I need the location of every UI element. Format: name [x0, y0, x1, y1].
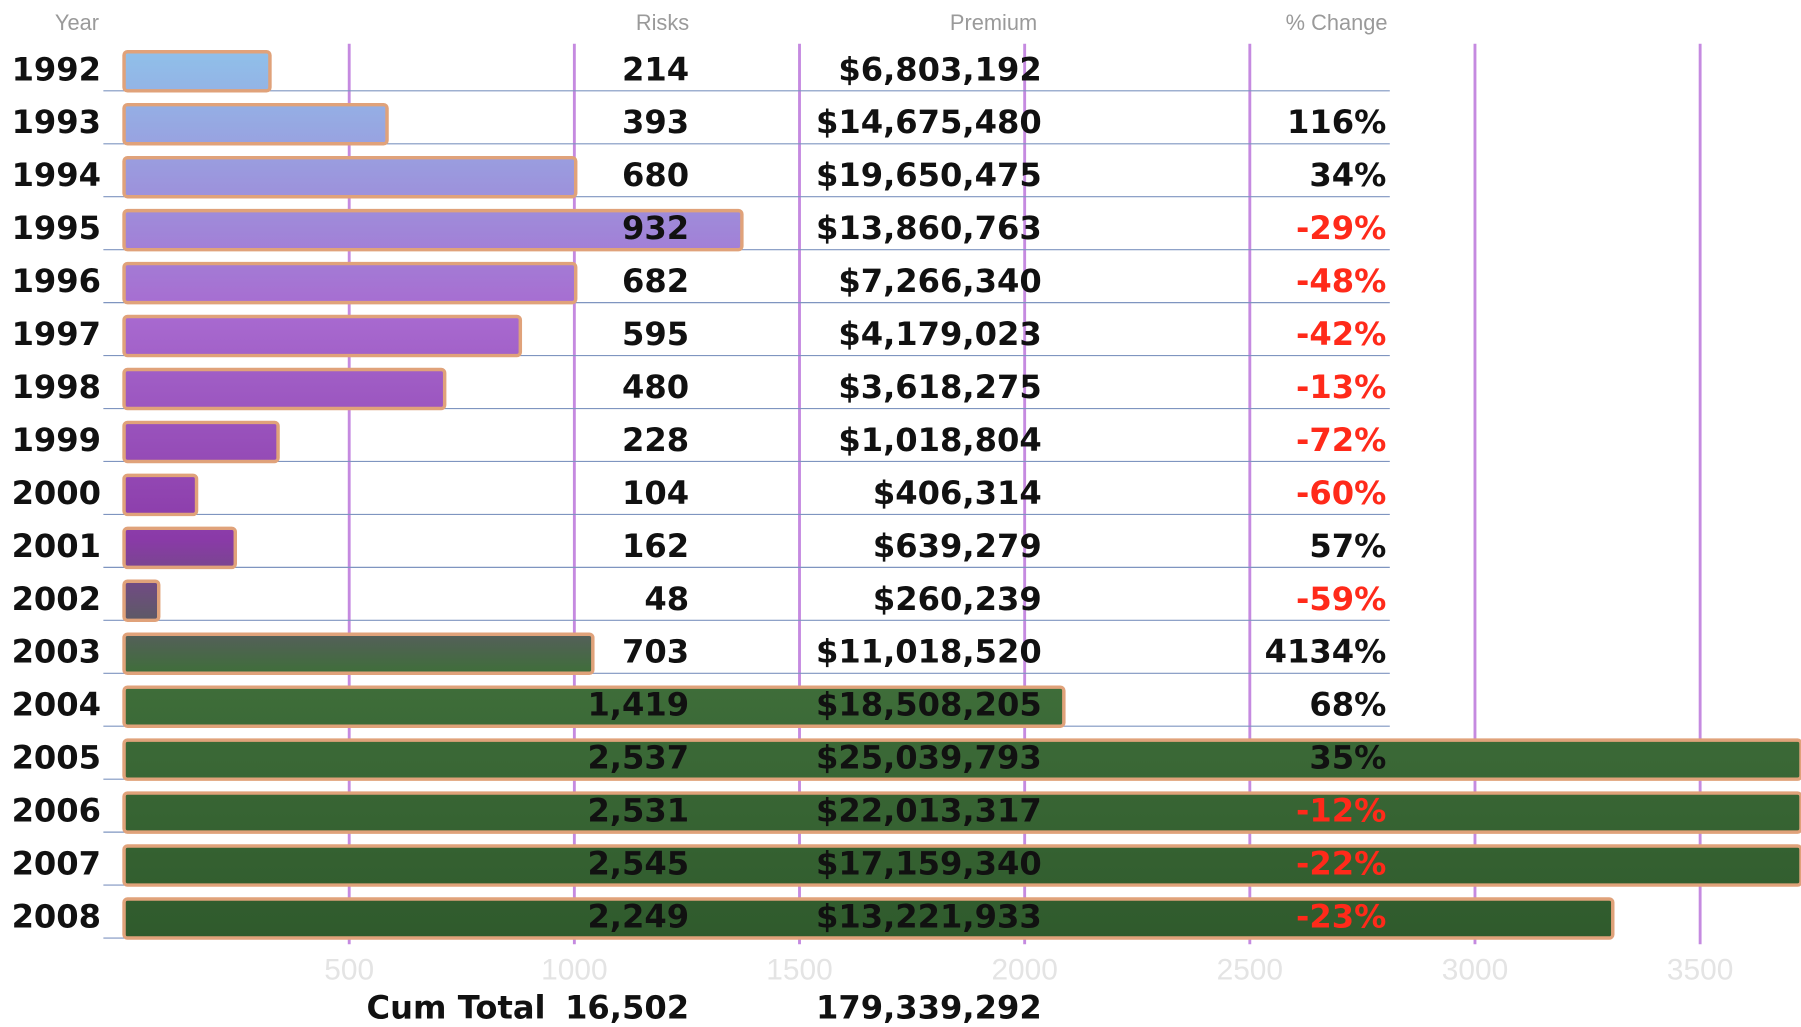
bar: [124, 528, 235, 567]
x-tick-label: 3000: [1442, 954, 1508, 987]
change-cell: 57%: [1309, 527, 1386, 565]
risks-cell: 2,249: [587, 897, 689, 935]
premium-cell: $11,018,520: [816, 633, 1042, 671]
change-cell: 34%: [1309, 156, 1386, 194]
column-header: % Change: [1286, 10, 1388, 35]
risks-cell: 680: [622, 156, 689, 194]
risks-cell: 595: [622, 315, 689, 353]
bar: [124, 634, 593, 673]
year-label: 2004: [12, 686, 102, 724]
year-label: 1997: [12, 315, 102, 353]
change-cell: -23%: [1296, 897, 1386, 935]
bar: [124, 52, 270, 91]
column-header: Risks: [636, 10, 689, 35]
x-tick-label: 500: [324, 954, 374, 987]
year-label: 2002: [12, 580, 102, 618]
bar: [124, 264, 576, 303]
year-label: 2003: [12, 633, 102, 671]
change-cell: -42%: [1296, 315, 1386, 353]
premium-cell: $7,266,340: [838, 262, 1041, 300]
year-label: 2007: [12, 845, 102, 883]
year-label: 2005: [12, 739, 102, 777]
risks-cell: 2,531: [587, 792, 689, 830]
chart: Year Risks Premium % Change 500 1000 1500 2000 2…: [0, 0, 1801, 1027]
year-label: 2008: [12, 897, 102, 935]
risks-cell: 104: [622, 474, 689, 512]
change-cell: 35%: [1309, 739, 1386, 777]
premium-cell: $25,039,793: [816, 739, 1042, 777]
premium-cell: $1,018,804: [838, 421, 1041, 459]
change-cell: -22%: [1296, 845, 1386, 883]
risks-cell: 1,419: [587, 686, 689, 724]
bar: [124, 422, 278, 461]
year-label: 1998: [12, 368, 102, 406]
x-tick-label: 1000: [541, 954, 607, 987]
year-label: 2000: [12, 474, 102, 512]
premium-cell: $6,803,192: [838, 50, 1041, 88]
risks-cell: 162: [622, 527, 689, 565]
column-header: Premium: [950, 10, 1037, 35]
premium-cell: $3,618,275: [838, 368, 1041, 406]
risks-cell: 393: [622, 103, 689, 141]
change-cell: -48%: [1296, 262, 1386, 300]
year-label: 1996: [12, 262, 102, 300]
premium-cell: $18,508,205: [816, 686, 1042, 724]
change-cell: -13%: [1296, 368, 1386, 406]
x-tick-label: 3500: [1667, 954, 1733, 987]
year-label: 1994: [12, 156, 102, 194]
change-cell: -60%: [1296, 474, 1386, 512]
total-premium: 179,339,292: [816, 989, 1042, 1027]
risks-cell: 2,537: [587, 739, 689, 777]
x-tick-label: 2000: [991, 954, 1057, 987]
premium-cell: $13,860,763: [816, 209, 1042, 247]
premium-cell: $14,675,480: [816, 103, 1042, 141]
change-cell: 116%: [1287, 103, 1386, 141]
premium-cell: $19,650,475: [816, 156, 1042, 194]
risks-cell: 703: [622, 633, 689, 671]
risks-cell: 2,545: [587, 845, 689, 883]
bar: [124, 475, 196, 514]
year-label: 1995: [12, 209, 102, 247]
x-tick-label: 2500: [1217, 954, 1283, 987]
risks-cell: 480: [622, 368, 689, 406]
page: {"chart_data": {"type": "bar", "orientat…: [0, 0, 1801, 1027]
risks-cell: 214: [622, 50, 689, 88]
bar: [124, 317, 520, 356]
change-cell: -12%: [1296, 792, 1386, 830]
risks-cell: 932: [622, 209, 689, 247]
total-label: Cum Total: [367, 989, 546, 1027]
change-cell: -29%: [1296, 209, 1386, 247]
risks-cell: 682: [622, 262, 689, 300]
premium-cell: $17,159,340: [816, 845, 1042, 883]
bar: [124, 105, 387, 144]
premium-cell: $13,221,933: [816, 897, 1042, 935]
bar: [124, 158, 576, 197]
column-header: Year: [55, 10, 99, 35]
year-label: 2001: [12, 527, 102, 565]
premium-cell: $4,179,023: [838, 315, 1041, 353]
year-label: 2006: [12, 792, 102, 830]
bar: [124, 369, 445, 408]
year-label: 1992: [12, 50, 102, 88]
bar: [124, 581, 159, 620]
x-tick-label: 1500: [766, 954, 832, 987]
risks-cell: 48: [644, 580, 689, 618]
risks-cell: 228: [622, 421, 689, 459]
premium-cell: $406,314: [873, 474, 1042, 512]
change-cell: -72%: [1296, 421, 1386, 459]
premium-cell: $22,013,317: [816, 792, 1042, 830]
change-cell: -59%: [1296, 580, 1386, 618]
premium-cell: $260,239: [873, 580, 1042, 618]
premium-cell: $639,279: [873, 527, 1042, 565]
total-risks: 16,502: [565, 989, 689, 1027]
change-cell: 68%: [1309, 686, 1386, 724]
change-cell: 4134%: [1265, 633, 1387, 671]
year-label: 1993: [12, 103, 102, 141]
year-label: 1999: [12, 421, 102, 459]
